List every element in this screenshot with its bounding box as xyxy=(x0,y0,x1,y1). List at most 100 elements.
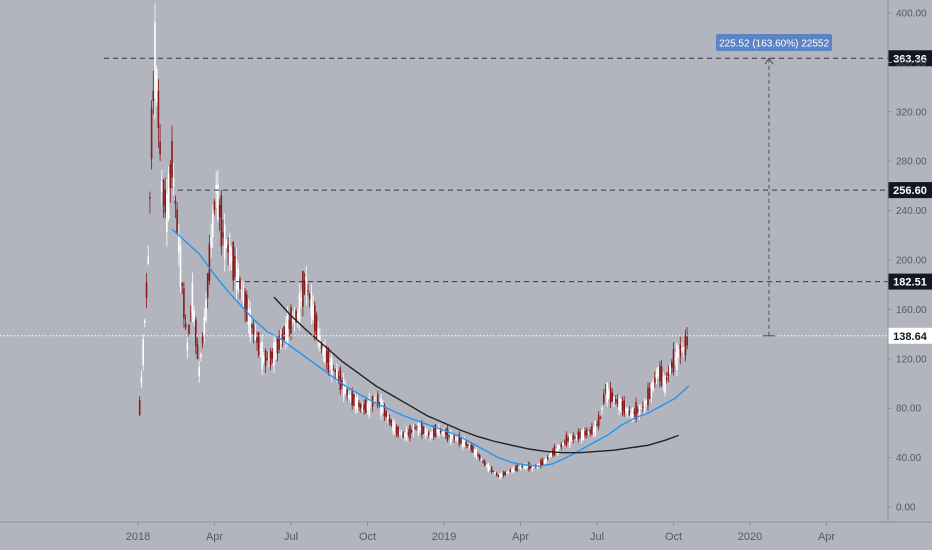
candle-body xyxy=(174,200,177,204)
candle-body xyxy=(659,365,661,381)
candle-body xyxy=(545,458,547,463)
candle-body xyxy=(240,290,243,292)
candle-body xyxy=(179,245,182,288)
y-tick-label: 200.00 xyxy=(896,256,927,267)
candle-body xyxy=(512,466,515,473)
candle-body xyxy=(196,344,199,359)
candle-body xyxy=(416,426,418,428)
candle-body xyxy=(404,432,406,438)
candle-body xyxy=(667,372,670,376)
candle-body xyxy=(528,462,530,470)
candle-body xyxy=(155,68,158,103)
candle-body xyxy=(400,433,403,435)
candle-body xyxy=(604,389,607,391)
candle-body xyxy=(681,348,683,351)
candle-body xyxy=(331,358,333,376)
candle-body xyxy=(383,405,386,417)
candle-body xyxy=(443,429,445,437)
candle-body xyxy=(574,437,576,438)
candle-body xyxy=(550,452,552,457)
candle-body xyxy=(572,435,574,441)
candle-body xyxy=(193,310,195,322)
x-tick-label: Oct xyxy=(359,531,376,543)
candle-body xyxy=(485,464,488,466)
candle-body xyxy=(232,241,234,281)
candle-body xyxy=(183,288,185,319)
candle-body xyxy=(589,430,591,433)
candle-body xyxy=(531,465,534,470)
candle-body xyxy=(225,241,228,248)
candle-body xyxy=(223,224,226,259)
candle-body xyxy=(319,335,321,347)
candle-body xyxy=(652,381,654,390)
candle-body xyxy=(655,373,658,379)
candle-body xyxy=(638,405,641,415)
candle-body xyxy=(417,422,420,434)
candle-body xyxy=(587,431,590,434)
price-level-badge xyxy=(888,273,932,290)
candle-body xyxy=(356,397,359,412)
y-tick-label: 400.00 xyxy=(896,9,927,20)
candle-body xyxy=(477,454,479,456)
candle-body xyxy=(546,457,549,459)
candle-body xyxy=(291,319,294,321)
candle-body xyxy=(363,404,365,411)
candle-body xyxy=(237,269,240,291)
candle-body xyxy=(269,350,272,366)
candle-body xyxy=(504,471,506,476)
candle-body xyxy=(626,409,629,415)
candle-body xyxy=(303,280,306,294)
candle-body xyxy=(558,447,561,449)
candle-body xyxy=(407,432,410,435)
candle-body xyxy=(189,313,192,314)
candle-body xyxy=(647,387,649,406)
candle-body xyxy=(387,415,389,420)
candle-body xyxy=(490,467,493,473)
candle-body xyxy=(580,430,583,440)
candle-body xyxy=(601,407,603,410)
candle-body xyxy=(419,427,421,431)
candle-body xyxy=(516,464,518,471)
candle-body xyxy=(273,341,275,366)
candle-body xyxy=(329,362,331,366)
candle-body xyxy=(575,435,578,438)
candle-body xyxy=(650,384,653,397)
candle-body xyxy=(470,444,472,450)
candle-body xyxy=(349,395,352,400)
candle-body xyxy=(215,184,217,193)
candle-body xyxy=(324,346,326,363)
candle-body xyxy=(312,304,314,320)
candle-body xyxy=(427,432,430,436)
candle-body xyxy=(487,463,489,471)
candle-body xyxy=(438,427,440,436)
candle-body xyxy=(392,420,394,432)
candle-body xyxy=(283,326,285,341)
y-tick-label: 40.00 xyxy=(896,453,921,464)
measure-arrow xyxy=(764,57,774,65)
candle-body xyxy=(300,297,302,302)
candle-body xyxy=(524,463,527,470)
candle-body xyxy=(475,449,478,459)
candle-body xyxy=(314,305,316,332)
candle-body xyxy=(217,184,219,220)
candle-body xyxy=(307,290,309,292)
candle-body xyxy=(431,431,433,438)
candle-body xyxy=(555,449,557,452)
candle-body xyxy=(444,431,447,436)
candle-body xyxy=(502,472,505,476)
candle-body xyxy=(671,361,673,368)
candle-body xyxy=(144,320,146,323)
candle-body xyxy=(637,409,639,412)
candle-body xyxy=(198,367,200,377)
candle-body xyxy=(251,324,253,328)
candle-body xyxy=(266,357,268,360)
candle-body xyxy=(456,438,459,440)
candle-body xyxy=(286,315,289,344)
candle-body xyxy=(246,294,248,322)
candle-body xyxy=(633,410,636,415)
candle-body xyxy=(332,368,335,370)
x-tick-label: Apr xyxy=(206,531,223,543)
candle-body xyxy=(327,347,330,373)
